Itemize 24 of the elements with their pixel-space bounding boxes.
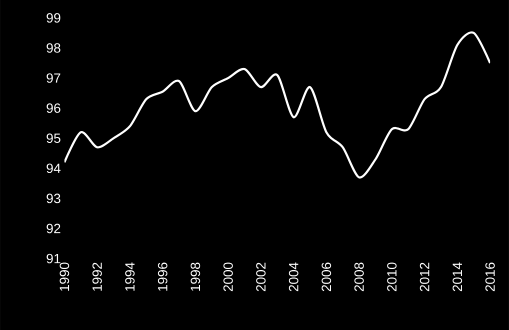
x-tick-label: 2000 <box>223 262 233 292</box>
x-tick-label: 1996 <box>158 262 168 291</box>
y-tick-label: 96 <box>46 103 60 113</box>
x-tick-label: 2016 <box>485 262 495 292</box>
y-tick-label: 91 <box>46 254 60 264</box>
x-tick-label: 2010 <box>387 262 397 292</box>
y-tick-label: 99 <box>46 13 60 23</box>
y-tick-label: 94 <box>46 164 61 173</box>
x-tick-label: 2014 <box>452 262 462 292</box>
y-tick-label: 95 <box>46 133 60 143</box>
x-tick-label: 2004 <box>288 262 298 292</box>
x-tick-label: 2008 <box>354 262 364 292</box>
y-tick-label: 98 <box>46 43 60 53</box>
x-tick-label: 2012 <box>420 262 430 292</box>
x-tick-label: 1992 <box>92 262 102 291</box>
x-tick-label: 2002 <box>256 262 266 292</box>
x-tick-label: 1994 <box>125 262 135 291</box>
y-tick-label: 93 <box>46 194 60 204</box>
x-tick-label: 2006 <box>322 262 332 292</box>
x-tick-label: 1990 <box>60 262 70 291</box>
y-tick-label: 97 <box>46 73 60 83</box>
y-tick-label: 92 <box>46 224 60 234</box>
line-series <box>64 32 490 178</box>
x-tick-label: 1998 <box>190 262 200 291</box>
